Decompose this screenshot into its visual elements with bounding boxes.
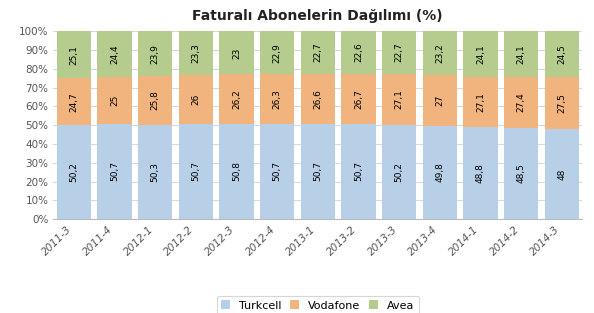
Bar [504,128,538,219]
Text: 22,6: 22,6 [354,43,363,62]
Bar [219,124,254,219]
Bar [545,31,579,77]
Bar [463,127,498,219]
Bar [219,31,254,74]
Text: 24,7: 24,7 [69,92,78,111]
Bar [341,74,376,124]
Bar [179,75,213,124]
Text: 50,7: 50,7 [273,162,282,182]
Text: 26,7: 26,7 [354,89,363,109]
Bar [422,126,457,219]
Text: 50,7: 50,7 [354,162,363,182]
Text: 24,4: 24,4 [110,44,119,64]
Text: 27: 27 [435,95,444,106]
Bar [504,31,538,77]
Bar [56,31,91,79]
Bar [504,77,538,128]
Text: 24,5: 24,5 [557,44,566,64]
Bar [301,74,335,124]
Text: 50,3: 50,3 [151,162,160,182]
Text: 24,1: 24,1 [476,44,485,64]
Text: 23,3: 23,3 [191,43,200,63]
Bar [463,77,498,127]
Text: 25,8: 25,8 [151,90,160,110]
Bar [422,31,457,75]
Text: 27,5: 27,5 [557,93,566,113]
Text: 50,7: 50,7 [313,162,323,182]
Bar [179,124,213,219]
Text: 25,1: 25,1 [69,45,78,65]
Bar [138,125,172,219]
Text: 26,3: 26,3 [273,89,282,109]
Text: 25: 25 [110,95,119,106]
Bar [545,77,579,129]
Bar [422,75,457,126]
Text: 23,9: 23,9 [151,44,160,64]
Text: 48,5: 48,5 [517,164,526,183]
Text: 26,6: 26,6 [313,89,323,109]
Text: 24,1: 24,1 [517,44,526,64]
Text: 26: 26 [191,94,200,105]
Text: 22,7: 22,7 [313,43,323,63]
Bar [260,74,295,124]
Bar [219,74,254,124]
Text: 50,7: 50,7 [191,162,200,182]
Bar [463,31,498,77]
Text: 23: 23 [232,47,241,59]
Text: 26,2: 26,2 [232,89,241,109]
Text: 22,7: 22,7 [394,43,403,63]
Bar [545,129,579,219]
Text: 50,8: 50,8 [232,162,241,182]
Bar [56,125,91,219]
Bar [56,79,91,125]
Bar [138,31,172,76]
Bar [382,125,416,219]
Bar [97,31,132,77]
Text: 27,1: 27,1 [394,90,403,109]
Bar [341,31,376,74]
Bar [382,31,416,74]
Text: 49,8: 49,8 [435,162,444,182]
Bar [260,124,295,219]
Bar [301,124,335,219]
Bar [382,74,416,125]
Bar [138,76,172,125]
Bar [97,124,132,219]
Text: 22,9: 22,9 [273,43,282,63]
Title: Faturalı Abonelerin Dağılımı (%): Faturalı Abonelerin Dağılımı (%) [192,9,443,23]
Text: 50,2: 50,2 [69,162,78,182]
Text: 27,4: 27,4 [517,92,526,112]
Bar [301,31,335,74]
Text: 27,1: 27,1 [476,92,485,112]
Bar [97,77,132,124]
Text: 23,2: 23,2 [435,43,444,63]
Text: 50,2: 50,2 [394,162,403,182]
Bar [260,32,295,74]
Text: 50,7: 50,7 [110,162,119,182]
Legend: Turkcell, Vodafone, Avea: Turkcell, Vodafone, Avea [217,296,419,313]
Bar [341,124,376,219]
Text: 48: 48 [557,168,566,180]
Bar [179,31,213,75]
Text: 48,8: 48,8 [476,163,485,183]
